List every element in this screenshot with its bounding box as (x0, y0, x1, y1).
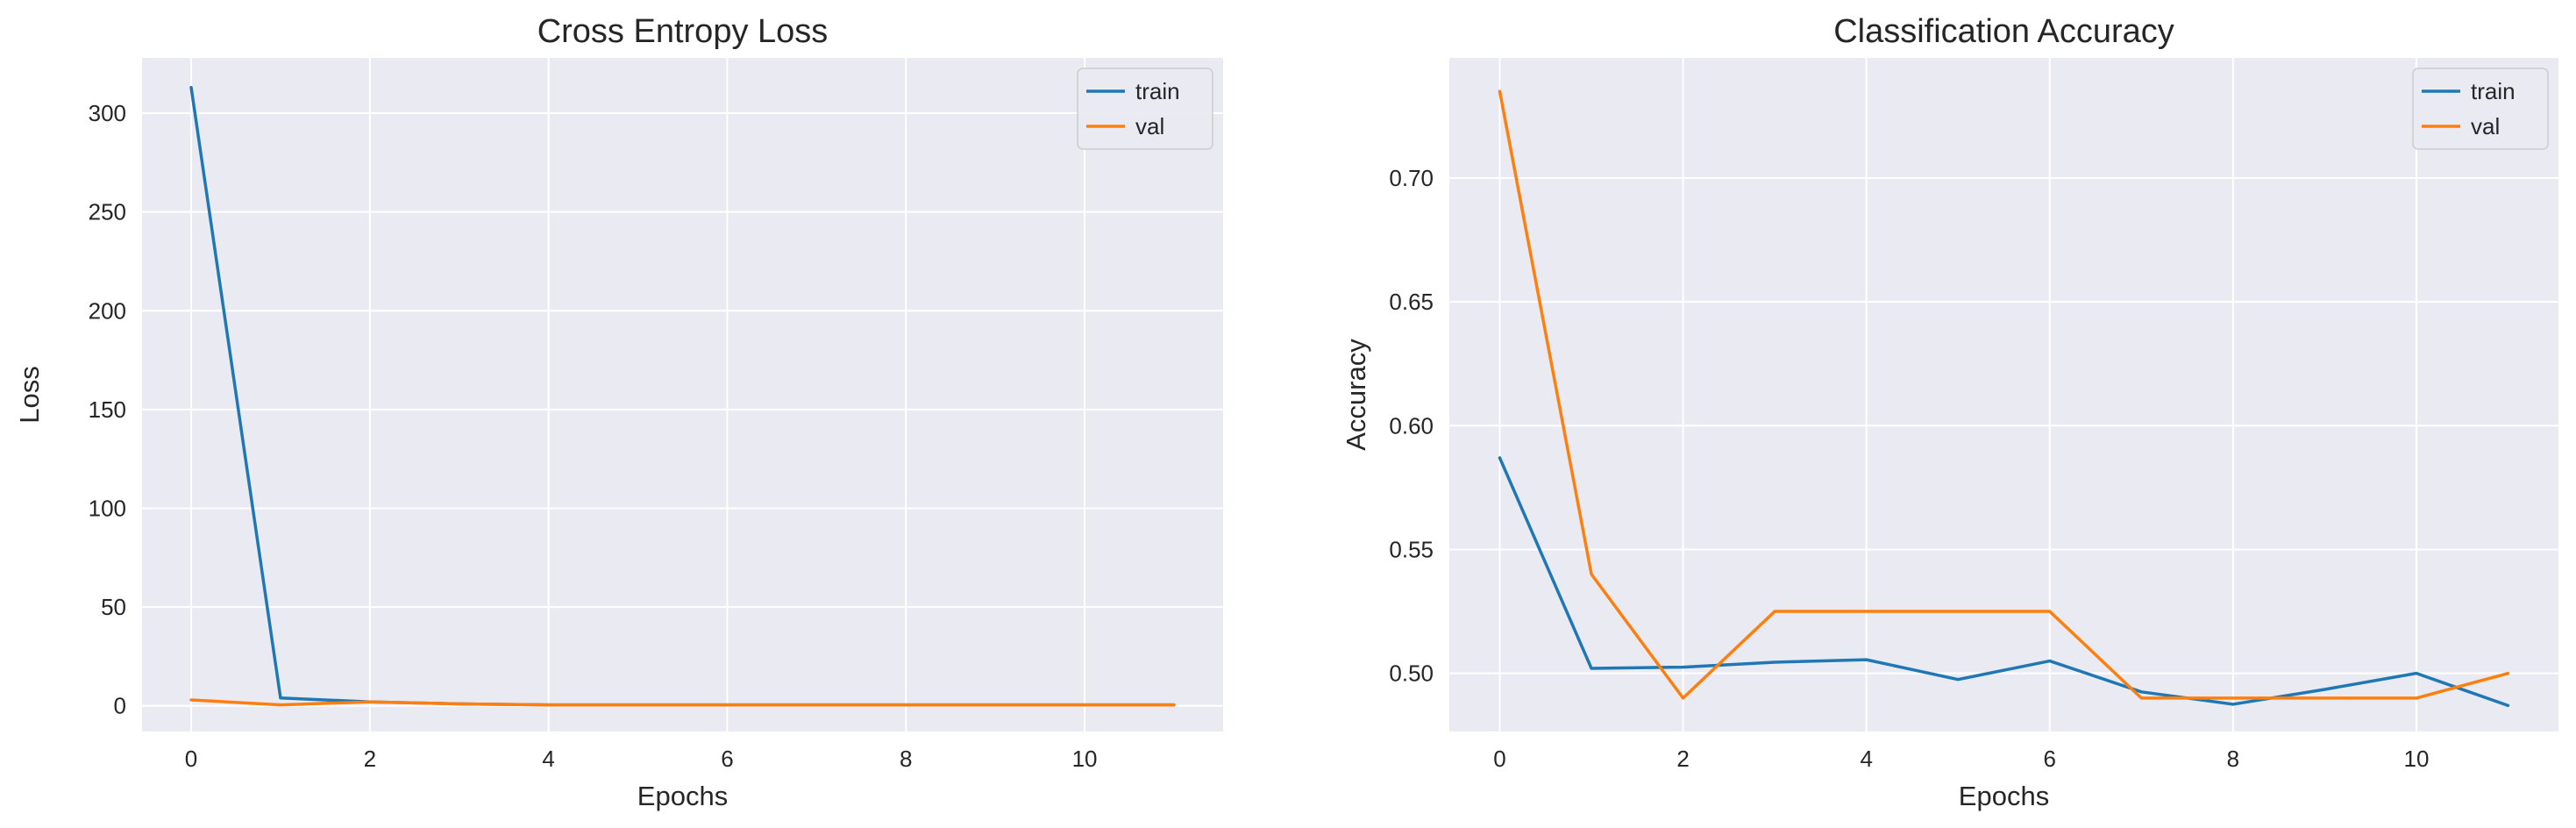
y-tick-label: 150 (89, 396, 126, 423)
x-tick-label: 0 (185, 746, 197, 772)
x-axis-label: Epochs (1959, 781, 2049, 811)
x-tick-label: 8 (900, 746, 912, 772)
legend: train val (1077, 68, 1213, 150)
y-axis-label: Loss (14, 366, 45, 423)
plot-area (1449, 58, 2558, 732)
series-line-val (189, 698, 1176, 707)
legend-box (1077, 68, 1213, 150)
x-tick-label: 4 (1860, 746, 1872, 772)
chart-title: Classification Accuracy (1833, 13, 2174, 50)
legend-label-val: val (1135, 113, 1164, 139)
series-line-train (1498, 456, 2510, 708)
legend-box (2412, 68, 2549, 150)
x-tick-label: 8 (2227, 746, 2239, 772)
y-tick-label: 0.65 (1389, 289, 1434, 315)
y-tick-label: 50 (101, 594, 126, 620)
series-line-val (1498, 89, 2510, 700)
legend-label-train: train (1135, 78, 1180, 104)
x-tick-label: 6 (721, 746, 733, 772)
x-axis-label: Epochs (637, 781, 728, 811)
y-tick-label: 300 (89, 100, 126, 126)
x-tick-label: 6 (2044, 746, 2056, 772)
x-tick-label: 2 (364, 746, 376, 772)
x-tick-label: 4 (542, 746, 554, 772)
y-axis-label: Accuracy (1341, 339, 1371, 451)
y-tick-label: 0.50 (1389, 660, 1434, 687)
plot-area (142, 58, 1223, 732)
y-tick-label: 0.70 (1389, 165, 1434, 191)
legend-label-train: train (2471, 78, 2516, 104)
y-tick-label: 0 (114, 693, 126, 719)
x-tick-label: 0 (1493, 746, 1505, 772)
x-tick-label: 2 (1676, 746, 1689, 772)
y-tick-label: 100 (89, 496, 126, 522)
y-tick-label: 200 (89, 297, 126, 324)
legend: train val (2412, 68, 2549, 150)
x-tick-label: 10 (1072, 746, 1098, 772)
legend-label-val: val (2471, 113, 2500, 139)
chart-title: Cross Entropy Loss (537, 13, 829, 50)
y-tick-label: 0.55 (1389, 536, 1434, 562)
loss-chart: 0 2 4 6 8 10050100150200250300EpochsLossCross… (14, 13, 1223, 811)
y-tick-label: 250 (89, 199, 126, 225)
x-tick-label: 10 (2403, 746, 2429, 772)
accuracy-chart: 0 2 4 6 8 10 0.50 0.55 0.60 0.65 0.70 Epochs Accurac… (1341, 13, 2558, 811)
y-tick-label: 0.60 (1389, 412, 1434, 439)
